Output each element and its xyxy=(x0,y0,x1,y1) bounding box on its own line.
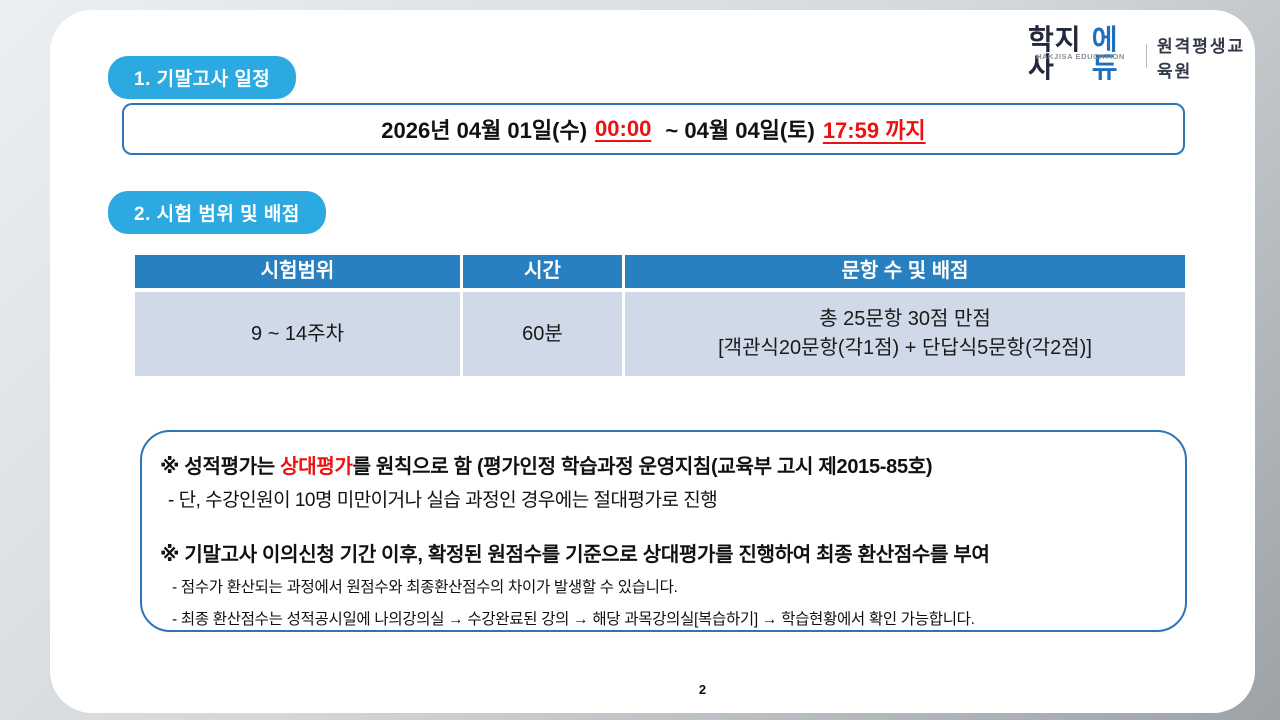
section-badge-exam-schedule: 1. 기말고사 일정 xyxy=(108,56,297,99)
hakjisa-edu-logo: 학지사 에듀 HAKJISA EDUCATION 원격평생교육원 xyxy=(1028,26,1255,82)
scoring-breakdown: [객관식20문항(각1점) + 단답식5문항(각2점)] xyxy=(718,337,1092,359)
note-conversion-difference: - 점수가 환산되는 과정에서 원점수와 최종환산점수의 차이가 발생할 수 있… xyxy=(172,579,678,596)
table-header-scoring: 문항 수 및 배점 xyxy=(625,255,1185,288)
table-header-row: 시험범위 시간 문항 수 및 배점 xyxy=(135,255,1185,288)
scoring-total: 총 25문항 30점 만점 xyxy=(819,308,991,330)
schedule-start-time: 00:00 xyxy=(595,116,652,141)
note-score-conversion: ※ 기말고사 이의신청 기간 이후, 확정된 원점수를 기준으로 상대평가를 진… xyxy=(160,544,990,566)
table-cell-exam-range: 9 ~ 14주차 xyxy=(135,292,463,376)
note-grading-policy: ※ 성적평가는 상대평가를 원칙으로 함 (평가인정 학습과정 운영지침(교육부… xyxy=(160,450,1169,479)
logo-brand-english: HAKJISA EDUCATION xyxy=(1036,52,1125,61)
table-cell-duration: 60분 xyxy=(463,292,625,376)
schedule-date-middle: ~ 04월 04일(토) xyxy=(659,118,815,143)
note1-highlight: 상대평가 xyxy=(280,456,353,478)
logo-brand-primary: 학지사 xyxy=(1028,24,1082,83)
table-header-exam-range: 시험범위 xyxy=(135,255,463,288)
table-header-duration: 시간 xyxy=(463,255,625,288)
note-grading-exception: - 단, 수강인원이 10명 미만이거나 실습 과정인 경우에는 절대평가로 진… xyxy=(168,490,718,511)
exam-scope-table: 시험범위 시간 문항 수 및 배점 9 ~ 14주차 60분 총 25문항 30… xyxy=(135,255,1185,376)
logo-divider xyxy=(1146,44,1147,68)
note1-prefix: ※ 성적평가는 xyxy=(160,456,281,478)
logo-org-name: 원격평생교육원 xyxy=(1157,37,1246,81)
schedule-date-prefix: 2026년 04월 01일(수) xyxy=(381,118,588,143)
table-row: 9 ~ 14주차 60분 총 25문항 30점 만점 [객관식20문항(각1점)… xyxy=(135,292,1185,376)
schedule-end-time: 17:59 까지 xyxy=(822,118,926,143)
note-score-check-path: - 최종 환산점수는 성적공시일에 나의강의실 → 수강완료된 강의 → 해당 … xyxy=(172,611,975,628)
table-cell-scoring: 총 25문항 30점 만점 [객관식20문항(각1점) + 단답식5문항(각2점… xyxy=(625,292,1185,376)
grading-notes-box: ※ 성적평가는 상대평가를 원칙으로 함 (평가인정 학습과정 운영지침(교육부… xyxy=(140,430,1187,632)
logo-wordmark: 학지사 에듀 HAKJISA EDUCATION xyxy=(1028,26,1134,82)
exam-schedule-box: 2026년 04월 01일(수) 00:00 ~ 04월 04일(토) 17:59 … xyxy=(122,103,1185,155)
section-badge-exam-scope: 2. 시험 범위 및 배점 xyxy=(108,191,326,234)
logo-brand-secondary: 에듀 xyxy=(1091,24,1119,83)
page-number: 2 xyxy=(698,682,707,697)
note1-suffix: 를 원칙으로 함 (평가인정 학습과정 운영지침(교육부 고시 제2015-85… xyxy=(352,456,933,478)
